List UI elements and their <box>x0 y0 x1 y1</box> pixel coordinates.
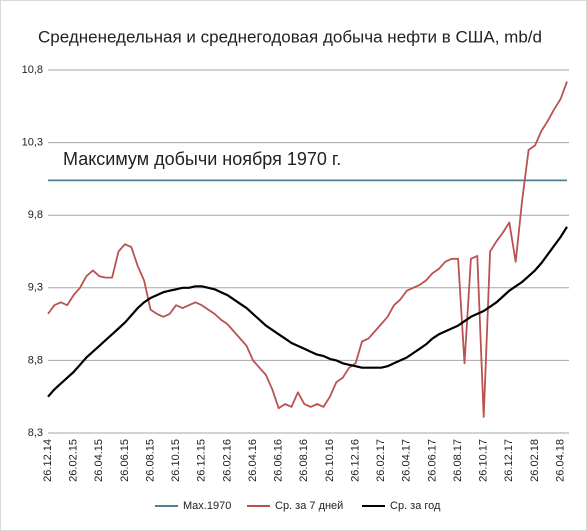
x-tick-label: 26.04.16 <box>247 439 259 482</box>
y-tick-label: 9,3 <box>28 282 43 294</box>
x-tick-label: 26.06.16 <box>273 439 285 482</box>
chart-title: Средненедельная и среднегодовая добыча н… <box>38 27 542 46</box>
series-line <box>47 81 568 418</box>
annotation: Максимум добычи ноября 1970 г. <box>63 149 341 169</box>
x-tick-label: 26.06.15 <box>119 439 131 482</box>
x-tick-label: 26.12.15 <box>196 439 208 482</box>
x-tick-label: 26.10.16 <box>324 439 336 482</box>
x-tick-label: 26.08.15 <box>144 439 156 482</box>
x-tick-label: 26.02.16 <box>221 439 233 482</box>
legend-label: Ср. за 7 дней <box>275 500 343 512</box>
legend-label: Max.1970 <box>183 500 231 512</box>
y-tick-label: 8,8 <box>28 354 43 366</box>
x-tick-label: 26.12.14 <box>42 439 54 482</box>
x-tick-label: 26.02.17 <box>375 439 387 482</box>
y-tick-label: 10,3 <box>22 137 43 149</box>
x-tick-label: 26.08.17 <box>452 439 464 482</box>
x-tick-label: 26.08.16 <box>298 439 310 482</box>
y-tick-label: 8,3 <box>28 427 43 439</box>
x-tick-label: 26.12.16 <box>349 439 361 482</box>
x-tick-label: 26.02.15 <box>68 439 80 482</box>
y-tick-label: 10,8 <box>22 64 43 76</box>
x-tick-label: 26.12.17 <box>503 439 515 482</box>
series-line <box>47 226 568 398</box>
x-tick-label: 26.10.15 <box>170 439 182 482</box>
x-tick-label: 26.04.17 <box>401 439 413 482</box>
x-tick-label: 26.04.15 <box>93 439 105 482</box>
x-tick-label: 26.02.18 <box>529 439 541 482</box>
x-tick-label: 26.10.17 <box>478 439 490 482</box>
x-tick-label: 26.04.18 <box>554 439 566 482</box>
legend-label: Ср. за год <box>390 500 441 512</box>
y-tick-label: 9,8 <box>28 209 43 221</box>
x-tick-label: 26.06.17 <box>426 439 438 482</box>
